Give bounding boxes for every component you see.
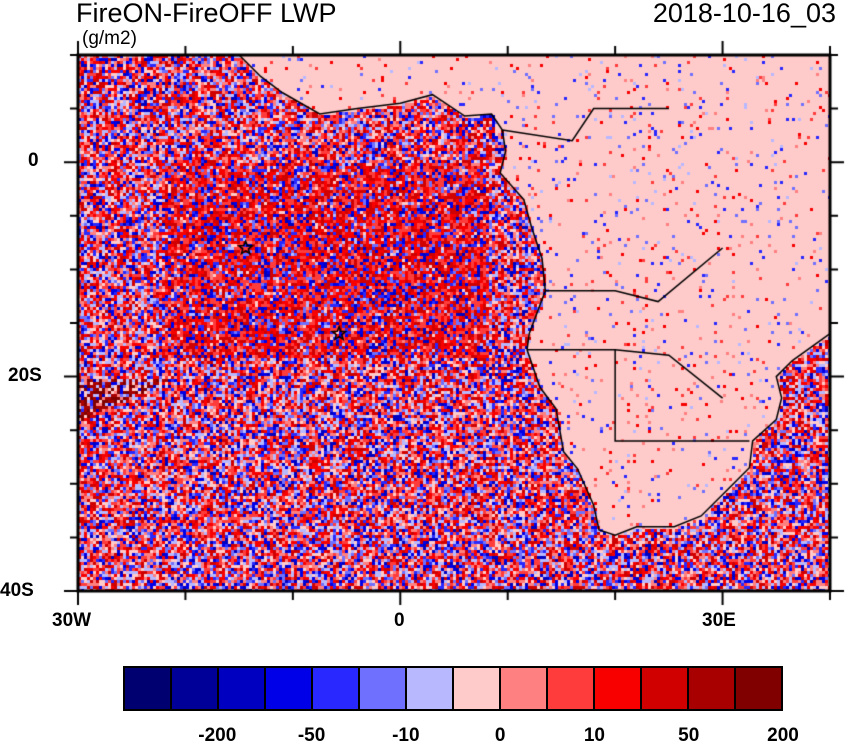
date-label: 2018-10-16_03 [652,0,836,28]
colorbar-label: 200 [767,725,799,746]
colorbar-swatch [219,668,266,709]
colorbar-label: 10 [583,725,605,746]
colorbar-swatch [689,668,736,709]
colorbar-swatch [736,668,781,709]
lat-label-0: 0 [28,150,39,171]
colorbar-label: -50 [297,725,326,746]
lon-label-30e: 30E [702,610,736,631]
colorbar-swatch [407,668,454,709]
colorbar-swatch [548,668,595,709]
colorbar-swatch [313,668,360,709]
colorbar-swatch [266,668,313,709]
colorbar-swatch [172,668,219,709]
colorbar-label: 0 [494,725,506,746]
colorbar-swatch [595,668,642,709]
lwp-difference-map [0,0,850,650]
colorbar-swatch [501,668,548,709]
plot-title: FireON-FireOFF LWP [76,0,337,28]
lat-label-20s: 20S [8,365,42,386]
colorbar-label: 50 [678,725,700,746]
colorbar [123,666,783,711]
lon-label-30w: 30W [52,610,92,631]
lat-label-40s: 40S [0,580,34,601]
colorbar-swatch [125,668,172,709]
colorbar-swatch [642,668,689,709]
colorbar-label: -10 [392,725,420,746]
colorbar-swatch [360,668,407,709]
units-label: (g/m2) [82,28,137,49]
colorbar-label: -200 [198,725,237,746]
lon-label-0: 0 [394,610,405,631]
colorbar-swatch [454,668,501,709]
